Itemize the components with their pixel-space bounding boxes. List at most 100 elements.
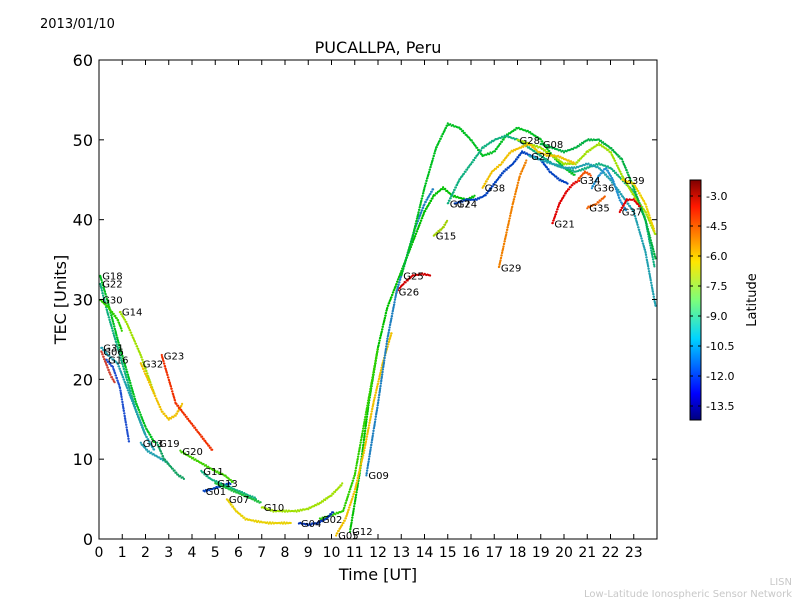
data-point [144,373,147,376]
data-point [126,378,129,382]
data-point [105,308,109,312]
data-point [112,320,115,323]
data-point [502,138,505,141]
data-point [557,203,561,206]
data-point [618,155,621,158]
data-point [642,213,645,216]
data-point [357,474,360,477]
data-point [363,432,366,435]
data-point [268,508,271,511]
data-point [596,165,599,168]
data-point [179,474,182,477]
data-point [424,210,427,213]
x-tick-label: 3 [164,545,173,561]
data-point [130,384,133,387]
data-point [147,450,151,453]
data-point [138,418,141,421]
data-point [393,301,396,304]
data-point [115,340,118,343]
data-point [114,372,117,375]
data-point [505,168,508,171]
data-point [404,281,407,284]
data-point [643,248,647,251]
data-point [382,361,386,364]
y-tick-label: 0 [83,530,93,549]
data-point [118,383,121,386]
data-point [173,469,176,472]
data-point [315,504,318,507]
data-point [558,202,562,205]
data-point [356,476,359,479]
data-point [634,190,637,194]
data-point [372,429,375,432]
data-point [443,128,446,132]
data-point [356,457,359,461]
data-point [144,433,147,436]
data-point [380,379,383,382]
x-tick-label: 11 [346,545,364,561]
data-point [124,366,127,369]
data-point [434,233,437,236]
data-point [141,365,144,368]
data-point [137,415,140,418]
data-point [103,358,106,361]
data-point [652,248,655,251]
data-point [500,256,503,259]
data-point [190,422,194,425]
data-point [466,168,469,171]
satellite-label: G30 [102,296,122,307]
series-G31 [100,346,156,451]
data-point [209,446,212,449]
data-point [559,178,562,181]
data-point [499,142,502,145]
data-point [381,368,385,371]
satellite-label: G32 [143,359,163,370]
data-point [619,199,622,202]
data-point [421,197,424,200]
data-point [546,147,549,151]
data-point [369,384,373,388]
plot-background [99,60,657,539]
data-point [424,182,428,185]
satellite-label: G05 [338,531,358,542]
data-point [371,407,374,410]
data-point [421,194,424,197]
data-point [464,170,467,173]
data-point [365,474,368,477]
series-G23 [160,353,214,451]
data-point [112,322,115,326]
data-point [523,164,526,167]
data-point [228,485,231,488]
data-point [444,223,447,226]
data-point [367,399,370,402]
data-point [654,302,657,305]
data-point [363,449,366,452]
data-point [126,429,129,432]
data-point [506,226,509,229]
data-point [367,428,370,431]
satellite-label: G25 [403,272,423,283]
data-point [652,225,655,228]
data-point [158,403,161,406]
data-point [375,353,378,356]
data-point [649,247,653,250]
data-point [138,351,141,354]
data-point [336,532,339,535]
data-point [153,392,156,395]
data-point [102,284,105,287]
data-point [163,412,166,415]
data-point [637,189,640,193]
data-point [367,460,370,463]
satellite-label: G28 [520,136,540,147]
data-point [446,219,449,222]
data-point [118,352,121,355]
data-point [469,163,473,166]
data-point [357,455,360,458]
data-point [129,329,132,332]
data-point [120,327,123,330]
data-point [533,144,536,147]
data-point [517,156,520,159]
data-point [374,359,377,362]
data-point [646,228,650,231]
data-point [622,160,625,163]
